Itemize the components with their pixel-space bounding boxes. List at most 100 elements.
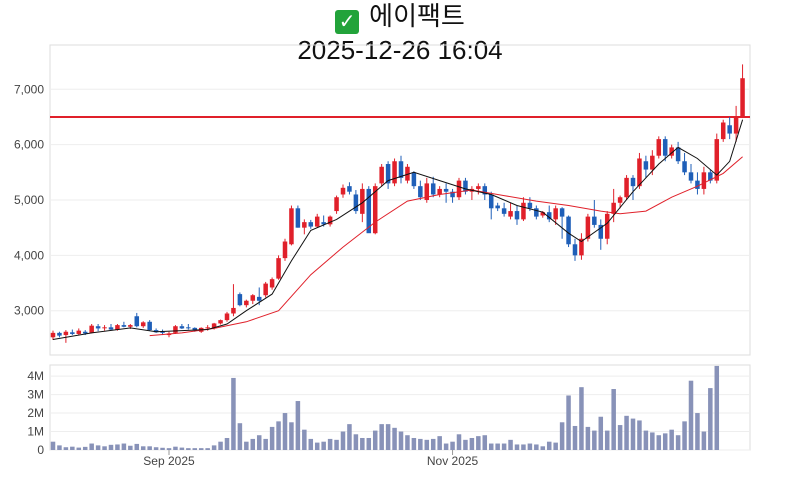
- volume-bar: [63, 447, 69, 450]
- volume-bar: [527, 443, 533, 450]
- volume-bar: [198, 448, 204, 450]
- candle: [340, 184, 346, 198]
- candle: [624, 175, 629, 200]
- candle: [186, 324, 191, 330]
- candle: [514, 205, 520, 225]
- candle: [134, 312, 140, 328]
- candle: [611, 188, 616, 223]
- volume-bar: [231, 377, 236, 450]
- volume-bar: [708, 388, 713, 450]
- candle-body: [372, 186, 378, 234]
- candle-body: [385, 164, 391, 184]
- time-tick-label: Sep 2025: [143, 454, 195, 468]
- candle: [604, 211, 610, 245]
- candle-body: [727, 125, 732, 134]
- price-tick-label: 4,000: [14, 248, 44, 262]
- volume-bar: [334, 439, 339, 450]
- candle-body: [82, 331, 88, 334]
- volume-bar: [70, 446, 75, 450]
- candle: [327, 215, 333, 227]
- candle: [314, 213, 320, 228]
- candle: [411, 171, 417, 189]
- volume-bar: [379, 424, 384, 450]
- chart-datetime: 2025-12-26 16:04: [297, 35, 503, 65]
- volume-bar: [244, 441, 249, 450]
- volume-bar: [340, 431, 346, 450]
- candle: [276, 255, 281, 280]
- price-tick-label: 5,000: [14, 193, 44, 207]
- candle-body: [521, 202, 526, 220]
- volume-tick-label: 4M: [27, 369, 44, 383]
- candle: [50, 330, 56, 341]
- candle: [237, 292, 243, 307]
- volume-bar: [372, 430, 378, 450]
- volume-bar: [424, 439, 430, 450]
- candle-body: [192, 327, 198, 331]
- candle-body: [147, 321, 152, 331]
- candle-body: [224, 313, 230, 321]
- candle-body: [669, 147, 674, 156]
- candle: [643, 155, 649, 178]
- volume-bar: [482, 435, 488, 450]
- candle-body: [476, 186, 481, 189]
- volume-bar: [256, 435, 262, 450]
- time-axis: Sep 2025 Nov 2025: [143, 450, 479, 468]
- candle-body: [250, 295, 256, 301]
- volume-bar: [263, 438, 268, 450]
- candle-body: [186, 327, 191, 329]
- volume-bar: [347, 424, 352, 450]
- candle: [63, 330, 69, 343]
- candle-body: [173, 326, 178, 333]
- volume-bar: [637, 420, 642, 450]
- volume-bar: [308, 438, 314, 450]
- candle-body: [617, 197, 623, 203]
- volume-bar: [688, 380, 694, 450]
- volume-bar: [237, 423, 243, 450]
- candle: [282, 238, 288, 261]
- candle: [347, 182, 352, 195]
- candle: [263, 281, 268, 298]
- volume-bar: [662, 433, 668, 450]
- candle-body: [366, 188, 372, 234]
- volume-bar: [701, 431, 707, 450]
- candle: [231, 284, 236, 317]
- candle: [173, 325, 178, 334]
- price-grid: 3,000 4,000 5,000 6,000 7,000: [14, 82, 750, 318]
- volume-bar: [289, 422, 294, 450]
- candle: [476, 183, 481, 195]
- volume-tick-label: 3M: [27, 388, 44, 402]
- candle-body: [353, 194, 359, 212]
- volume-bar: [314, 442, 320, 450]
- price-tick-label: 6,000: [14, 138, 44, 152]
- volume-bar: [585, 426, 591, 450]
- volume-bar: [534, 444, 539, 450]
- volume-bar: [121, 443, 127, 450]
- candle-body: [128, 325, 133, 327]
- candle: [637, 152, 642, 189]
- volume-bar: [166, 448, 172, 450]
- candle-body: [534, 208, 539, 217]
- candle: [688, 164, 694, 184]
- candle-body: [302, 222, 307, 228]
- candle: [224, 311, 230, 322]
- candle: [733, 105, 739, 142]
- volume-bar: [398, 431, 404, 450]
- candle: [102, 325, 107, 331]
- candle-body: [430, 183, 436, 195]
- candle-body: [327, 216, 333, 225]
- candle-body: [289, 208, 294, 245]
- candle-body: [340, 187, 346, 195]
- volume-bar: [50, 441, 56, 450]
- candle-body: [256, 296, 262, 301]
- candle-body: [244, 300, 249, 306]
- candle-body: [501, 208, 507, 214]
- candle-body: [463, 180, 468, 192]
- candle-body: [308, 222, 314, 227]
- volume-bar: [476, 436, 481, 450]
- candle: [727, 116, 732, 140]
- volume-bar: [82, 446, 88, 450]
- candle-body: [115, 325, 120, 330]
- candle-body: [57, 332, 62, 336]
- volume-bar: [456, 434, 462, 450]
- candle: [682, 152, 687, 176]
